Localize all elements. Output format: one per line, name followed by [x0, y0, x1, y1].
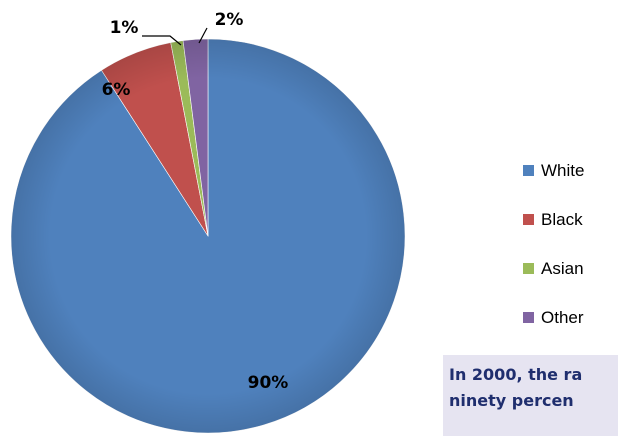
legend-swatch-white [523, 165, 534, 176]
legend-item-other: Other [523, 293, 584, 342]
data-label-other: 2% [215, 10, 244, 30]
caption-line-1: In 2000, the ra [449, 365, 583, 384]
legend-swatch-other [523, 312, 534, 323]
caption-box: In 2000, the ra ninety percen [443, 355, 618, 436]
data-label-white: 90% [248, 373, 289, 393]
leader-line-asian [142, 35, 182, 46]
caption-line-2: ninety percen [449, 391, 574, 410]
data-label-black: 6% [102, 80, 131, 100]
legend-label-asian: Asian [541, 258, 584, 278]
legend-swatch-black [523, 214, 534, 225]
legend-swatch-asian [523, 263, 534, 274]
legend-label-black: Black [541, 209, 583, 229]
legend-label-white: White [541, 160, 585, 180]
legend: White Black Asian Other [523, 146, 584, 342]
legend-label-other: Other [541, 307, 584, 327]
data-label-asian: 1% [110, 18, 139, 38]
leader-line-other [198, 27, 208, 44]
legend-item-white: White [523, 146, 584, 195]
legend-item-black: Black [523, 195, 584, 244]
legend-item-asian: Asian [523, 244, 584, 293]
